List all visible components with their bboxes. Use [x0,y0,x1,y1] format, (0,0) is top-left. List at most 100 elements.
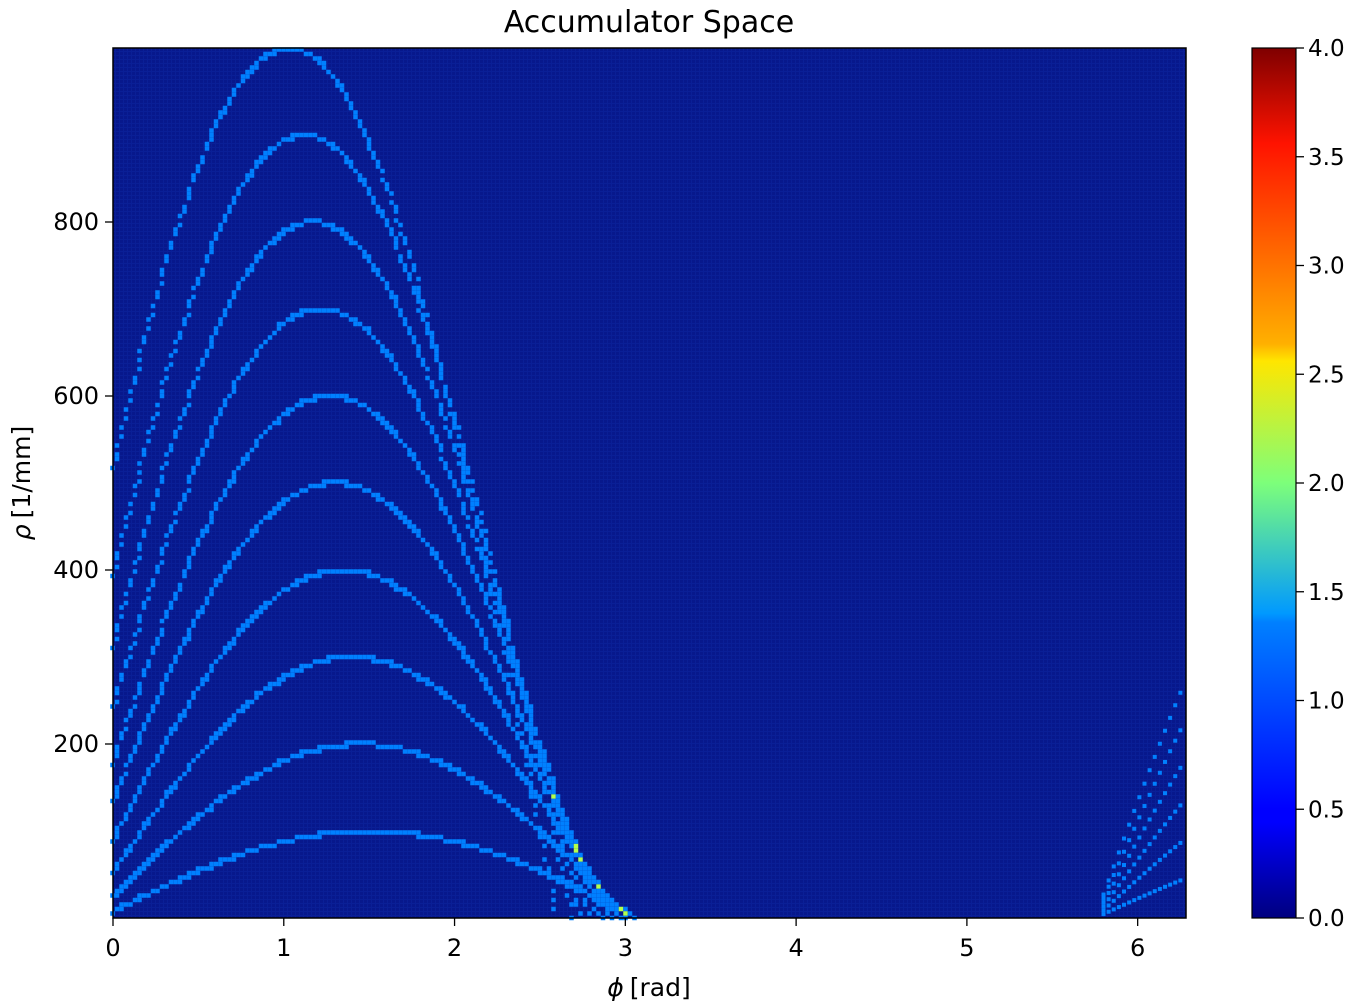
accumulator-cell [249,357,255,363]
accumulator-cell [479,546,484,552]
accumulator-cell [285,587,291,592]
accumulator-cell [218,110,223,115]
accumulator-cell [429,330,435,336]
accumulator-cell [186,479,192,484]
accumulator-cell [393,434,399,439]
accumulator-cell [164,461,169,466]
accumulator-cell [456,839,462,844]
accumulator-cell [326,569,331,574]
accumulator-cell [1178,728,1183,733]
accumulator-cell [123,591,129,597]
accumulator-cell [623,911,628,916]
accumulator-cell [227,209,232,214]
accumulator-cell [483,686,489,691]
accumulator-cell [429,425,435,430]
accumulator-cell [1152,754,1157,759]
accumulator-cell [209,587,214,592]
accumulator-cell [263,767,268,772]
accumulator-cell [254,690,259,696]
accumulator-cell [177,501,183,507]
accumulator-cell [416,533,421,538]
accumulator-cell [213,420,219,426]
accumulator-cell [159,690,165,696]
accumulator-cell [411,263,417,268]
accumulator-cell [479,627,484,633]
accumulator-cell [186,191,192,196]
accumulator-cell [600,888,606,894]
accumulator-cell [1168,815,1173,820]
accumulator-cell [443,425,448,430]
accumulator-cell [114,789,120,795]
accumulator-cell [506,681,511,687]
accumulator-cell [573,888,579,894]
accumulator-cell [114,443,120,448]
accumulator-cell [330,227,336,232]
accumulator-cell [164,672,169,678]
accumulator-cell [330,222,336,228]
accumulator-cell [407,749,412,754]
accumulator-cell [213,501,219,507]
accumulator-cell [492,609,498,615]
accumulator-cell [384,353,390,358]
accumulator-cell [209,735,214,741]
accumulator-cell [209,861,214,867]
accumulator-cell [272,330,277,336]
accumulator-cell [227,560,232,565]
accumulator-cell [456,461,462,466]
accumulator-cell [204,254,210,259]
accumulator-cell [402,515,408,520]
accumulator-cell [542,834,547,840]
colorbar-tick-label: 2.5 [1308,362,1345,388]
accumulator-cell [465,713,471,718]
accumulator-cell [456,452,462,457]
accumulator-cell [209,425,214,430]
accumulator-cell [267,51,273,57]
accumulator-cell [204,146,210,151]
accumulator-cell [227,393,232,399]
accumulator-cell [510,857,516,862]
accumulator-cell [573,861,579,867]
accumulator-cell [312,132,318,138]
accumulator-cell [299,312,304,318]
accumulator-cell [236,551,241,556]
accumulator-cell [429,344,435,349]
accumulator-cell [438,618,444,624]
accumulator-cell [159,474,165,480]
accumulator-cell [218,857,223,862]
accumulator-cell [420,303,426,309]
accumulator-cell [515,668,520,673]
accumulator-cell [1116,883,1121,888]
accumulator-cell [222,492,228,498]
accumulator-cell [254,848,259,853]
accumulator-cell [227,857,232,862]
accumulator-cell [416,398,421,403]
accumulator-cell [551,839,556,844]
accumulator-cell [236,785,241,790]
accumulator-cell [1152,808,1157,813]
accumulator-cell [560,825,565,831]
accumulator-cell [447,515,453,520]
accumulator-cell [1127,884,1132,889]
accumulator-cell [137,785,142,790]
accumulator-cell [150,762,156,768]
accumulator-cell [375,204,381,210]
accumulator-cell [416,677,421,682]
accumulator-cell [402,236,408,241]
accumulator-cell [569,879,574,885]
accumulator-cell [384,222,390,228]
accumulator-cell [488,591,493,597]
accumulator-cell [276,326,282,331]
accumulator-cell [146,717,151,723]
accumulator-cell [389,227,394,232]
accumulator-cell [533,803,538,808]
accumulator-cell [258,434,264,439]
accumulator-cell [443,393,448,399]
accumulator-cell [290,672,295,678]
accumulator-cell [303,663,309,669]
accumulator-cell [150,416,156,421]
accumulator-cell [407,276,412,282]
accumulator-cell [483,848,489,853]
accumulator-cell [186,389,192,394]
accumulator-cell [146,816,151,822]
accumulator-cell [285,497,291,502]
